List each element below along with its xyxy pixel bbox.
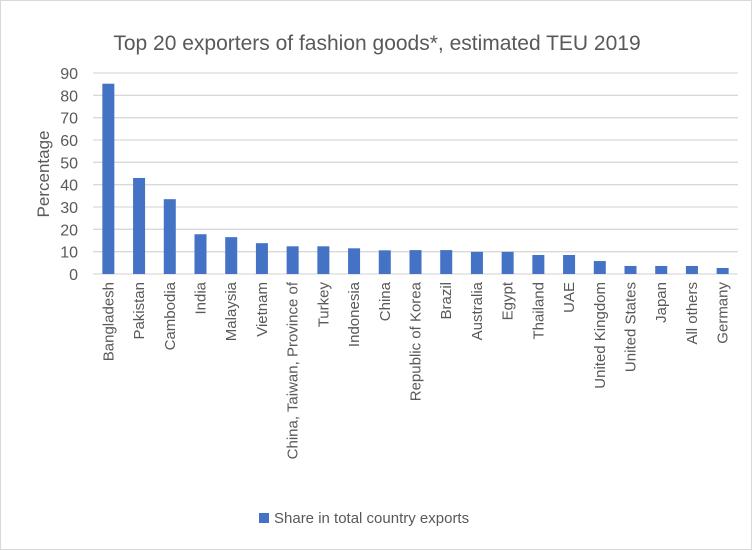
bar [163,199,176,274]
bar [685,265,698,274]
bar [317,246,330,274]
chart-title: Top 20 exporters of fashion goods*, esti… [113,32,640,55]
bar [133,177,146,274]
x-tick-label: Vietnam [254,282,271,337]
x-tick-label: Japan [653,282,670,323]
x-tick-label: All others [684,282,701,345]
bar [255,243,268,274]
x-tick-label: Indonesia [346,281,363,347]
bar [102,83,115,274]
bar [378,250,391,274]
x-tick-label: Germany [715,282,732,344]
bar [225,237,238,274]
x-tick-label: India [193,281,210,314]
legend-swatch [259,513,269,523]
x-tick-label: Turkey [315,282,332,328]
bar [624,265,637,274]
legend-label: Share in total country exports [274,510,469,527]
x-tick-label: Pakistan [131,282,148,340]
y-tick-label: 10 [60,245,78,262]
y-tick-label: 30 [60,200,78,217]
x-tick-label: Egypt [500,281,517,320]
legend: Share in total country exports [259,510,469,527]
y-axis-label: Percentage [34,131,53,218]
bar [348,248,361,274]
x-tick-label: Republic of Korea [408,281,425,401]
y-tick-label: 50 [60,155,78,172]
x-tick-label: United States [623,282,640,372]
x-tick-label: Malaysia [223,281,240,341]
x-tick-label: UAE [561,282,578,313]
bar [409,250,422,274]
x-tick-label: China, Taiwan, Province of [285,281,302,459]
x-tick-label: Thailand [530,282,547,340]
bar [716,267,729,274]
x-tick-label: Australia [469,281,486,340]
x-tick-label: Brazil [438,282,455,320]
bar [501,251,514,274]
y-tick-label: 20 [60,222,78,239]
y-tick-label: 80 [60,88,78,105]
x-tick-label: United Kingdom [592,282,609,389]
y-tick-label: 90 [60,66,78,83]
bar [286,246,299,274]
y-tick-label: 70 [60,111,78,128]
y-tick-label: 40 [60,178,78,195]
x-tick-label: Bangladesh [100,282,117,361]
bar [194,234,207,274]
bar [655,265,668,274]
y-tick-label: 0 [69,267,78,284]
x-tick-label: Cambodia [162,281,179,350]
y-tick-label: 60 [60,133,78,150]
bar [440,250,453,274]
x-tick-label: China [377,281,394,321]
bar [470,251,483,274]
bar [593,261,606,274]
bar [563,255,576,274]
bar [532,255,545,274]
